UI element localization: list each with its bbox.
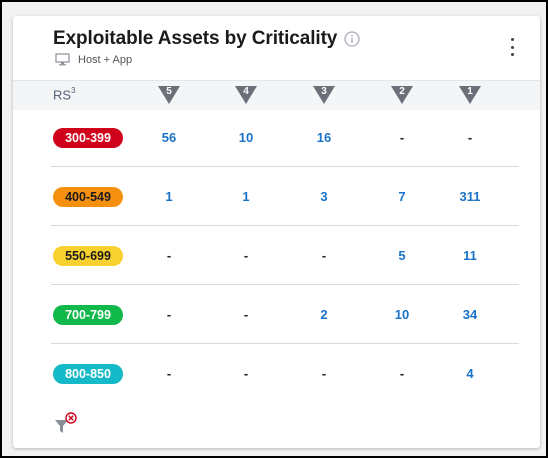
empty-cell: - <box>243 248 249 263</box>
risk-score-range-badge: 800-850 <box>53 364 123 384</box>
empty-cell: - <box>243 307 249 322</box>
empty-cell: - <box>399 366 405 381</box>
risk-score-range-badge: 700-799 <box>53 305 123 325</box>
exploitable-assets-card: Exploitable Assets by Criticality Host +… <box>13 16 540 448</box>
table-header: RS3 5 4 3 2 1 <box>13 80 540 110</box>
card-header: Exploitable Assets by Criticality <box>53 28 360 50</box>
criticality-level-1-header: 1 <box>458 85 482 105</box>
empty-cell: - <box>166 248 172 263</box>
card-title: Exploitable Assets by Criticality <box>53 28 338 49</box>
asset-count-link[interactable]: 3 <box>320 189 328 204</box>
table-row: 550-699 - - - 5 11 <box>51 226 519 285</box>
table-row: 700-799 - - 2 10 34 <box>51 285 519 344</box>
asset-count-link[interactable]: 16 <box>316 130 332 145</box>
empty-cell: - <box>467 130 473 145</box>
asset-count-link[interactable]: 11 <box>463 248 477 263</box>
risk-score-range-badge: 300-399 <box>53 128 123 148</box>
empty-cell: - <box>321 366 327 381</box>
card-subtitle-row: Host + App <box>55 53 132 66</box>
criticality-level-label: 1 <box>467 86 473 97</box>
asset-count-link[interactable]: 10 <box>238 130 254 145</box>
criticality-level-label: 5 <box>166 86 172 97</box>
criticality-level-3-header: 3 <box>312 85 336 105</box>
asset-count-link[interactable]: 10 <box>394 307 410 322</box>
kebab-menu-icon[interactable] <box>508 38 516 56</box>
criticality-level-4-header: 4 <box>234 85 258 105</box>
asset-count-link[interactable]: 1 <box>165 189 173 204</box>
asset-count-link[interactable]: 5 <box>398 248 406 263</box>
criticality-level-label: 4 <box>243 86 249 97</box>
asset-count-link[interactable]: 56 <box>161 130 177 145</box>
empty-cell: - <box>166 307 172 322</box>
card-subtitle: Host + App <box>78 53 133 66</box>
empty-cell: - <box>166 366 172 381</box>
monitor-icon <box>55 53 70 66</box>
asset-count-link[interactable]: 2 <box>320 307 328 322</box>
rs-column-header: RS3 <box>53 86 76 103</box>
asset-count-link[interactable]: 311 <box>459 189 481 204</box>
asset-count-link[interactable]: 7 <box>398 189 406 204</box>
asset-count-link[interactable]: 1 <box>242 189 250 204</box>
filter-clear-icon[interactable] <box>53 412 79 436</box>
info-icon[interactable] <box>344 31 360 47</box>
risk-score-range-badge: 400-549 <box>53 187 123 207</box>
empty-cell: - <box>321 248 327 263</box>
criticality-level-label: 3 <box>321 86 327 97</box>
criticality-level-5-header: 5 <box>157 85 181 105</box>
table-row: 800-850 - - - - 4 <box>51 344 519 403</box>
criticality-level-label: 2 <box>399 86 405 97</box>
asset-count-link[interactable]: 34 <box>462 307 478 322</box>
risk-score-range-badge: 550-699 <box>53 246 123 266</box>
empty-cell: - <box>243 366 249 381</box>
criticality-level-2-header: 2 <box>390 85 414 105</box>
asset-count-link[interactable]: 4 <box>466 366 474 381</box>
table-row: 300-399 56 10 16 - - <box>51 108 519 167</box>
table-row: 400-549 1 1 3 7 311 <box>51 167 519 226</box>
empty-cell: - <box>399 130 405 145</box>
